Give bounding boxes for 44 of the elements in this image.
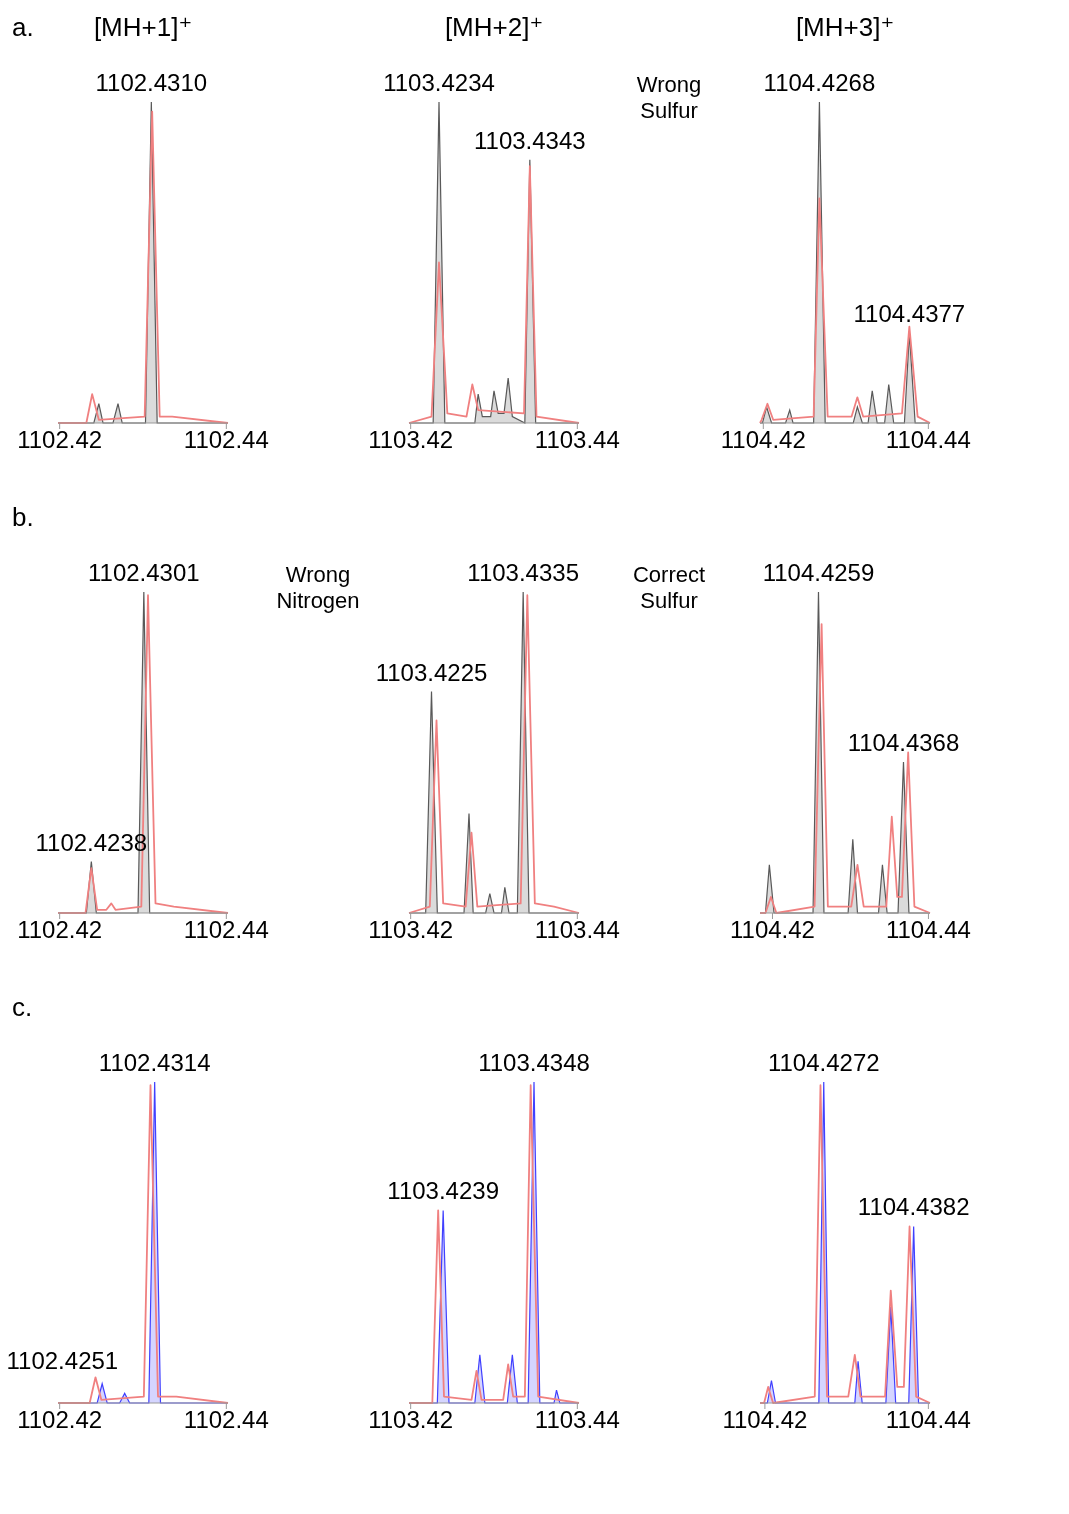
x-tick-label: 1102.42 <box>17 916 103 944</box>
annotation: 1103.4225 <box>375 658 488 686</box>
x-tick-label: 1104.42 <box>720 426 806 454</box>
x-tick-label: 1103.42 <box>368 916 454 944</box>
chart-subtitle: a. <box>12 12 34 43</box>
annotation: 1102.4314 <box>98 1049 211 1076</box>
annotation: 1103.4343 <box>474 126 586 154</box>
annotation: 1102.4238 <box>35 828 148 856</box>
annotation: 1103.4348 <box>478 1049 590 1076</box>
annotation: 1104.4382 <box>857 1193 970 1221</box>
chart-title: [MH+1]⁺ <box>93 12 193 42</box>
annotation: 1102.4301 <box>88 559 200 586</box>
x-tick-label: 1102.44 <box>183 1406 269 1434</box>
annotation: 1103.4335 <box>467 559 579 586</box>
x-tick-label: 1102.44 <box>183 916 269 944</box>
x-tick-label: 1104.42 <box>722 1406 808 1434</box>
annotation: 1104.4368 <box>847 729 960 757</box>
x-tick-label: 1104.44 <box>885 426 971 454</box>
x-tick-label: 1104.44 <box>885 1406 971 1434</box>
x-tick-label: 1103.42 <box>368 1406 454 1434</box>
x-tick-label: 1102.44 <box>183 426 269 454</box>
text: Correct Sulfur <box>632 562 706 614</box>
annotation: 1102.4310 <box>95 69 208 96</box>
annotation: 1104.4377 <box>853 300 966 328</box>
x-tick-label: 1102.42 <box>17 1406 103 1434</box>
x-tick-label: 1102.42 <box>17 426 103 454</box>
annotation: 1102.4251 <box>6 1346 119 1374</box>
x-tick-label: 1103.42 <box>368 426 454 454</box>
x-tick-label: 1103.44 <box>534 426 620 454</box>
x-tick-label: 1104.44 <box>885 916 971 944</box>
annotation: 1104.4259 <box>762 559 875 586</box>
text: Wrong Nitrogen <box>276 562 360 614</box>
annotation: 1104.4272 <box>767 1049 880 1076</box>
x-tick-label: 1104.42 <box>729 916 815 944</box>
chart-title: [MH+3]⁺ <box>795 12 895 42</box>
annotation: 1103.4234 <box>383 69 495 96</box>
text: Wrong Sulfur <box>636 72 702 124</box>
annotation: 1103.4239 <box>387 1177 499 1205</box>
chart-subtitle: c. <box>12 992 33 1023</box>
chart-title: [MH+2]⁺ <box>444 12 544 42</box>
x-tick-label: 1103.44 <box>534 1406 620 1434</box>
chart-subtitle: b. <box>12 502 34 533</box>
annotation: 1104.4268 <box>763 69 876 96</box>
x-tick-label: 1103.44 <box>534 916 620 944</box>
